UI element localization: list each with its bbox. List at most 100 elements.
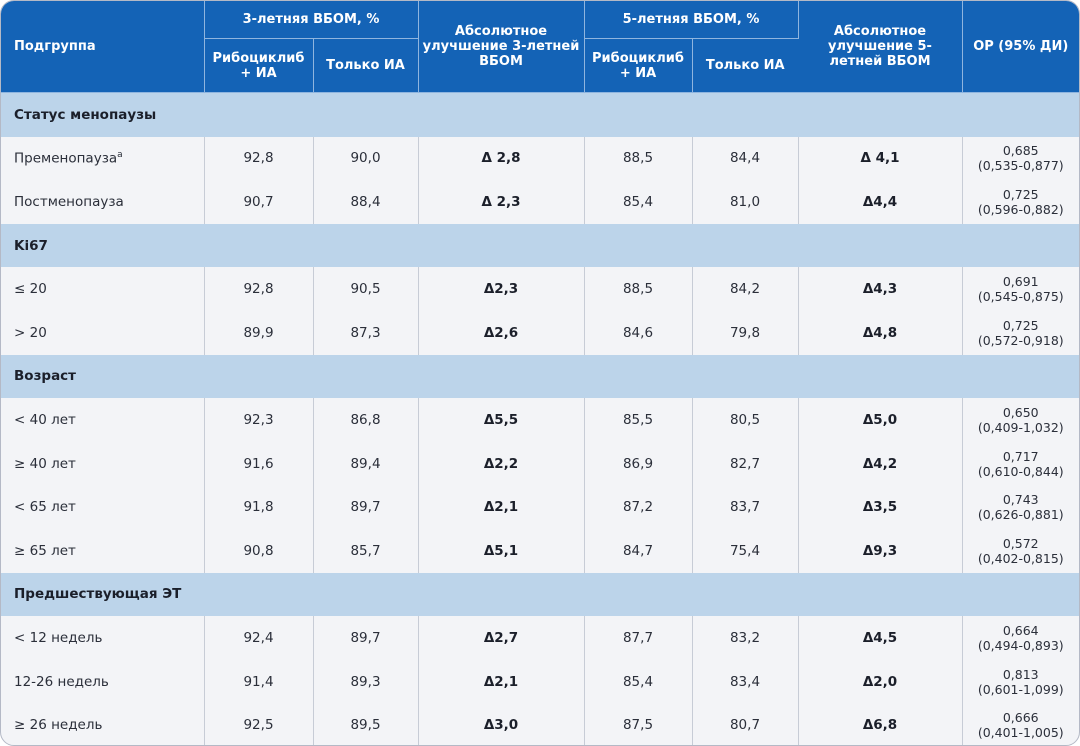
confidence-interval: (0,572-0,918) [977, 332, 1064, 348]
table-row: ≤ 20 92,8 90,5 Δ2,3 88,5 84,2 Δ4,3 0,691 (0,545-… [1, 267, 1079, 311]
header-ia-only-3yr: Только ИА [313, 38, 419, 93]
row-label-text: ≥ 40 лет [14, 455, 76, 472]
confidence-interval: (0,409-1,032) [977, 419, 1064, 435]
cell-ia-only-5yr: 83,4 [692, 659, 799, 704]
cell-abs-improvement-3yr: Δ5,5 [418, 398, 585, 442]
header-subgroup: Подгруппа [1, 1, 205, 93]
cell-abs-improvement-3yr: Δ 2,8 [418, 136, 585, 181]
table-row: < 12 недель 92,4 89,7 Δ2,7 87,7 83,2 Δ4,5 0,664… [1, 616, 1079, 660]
table-row: < 65 лет 91,8 89,7 Δ2,1 87,2 83,7 Δ3,5 0,743 (0,… [1, 485, 1079, 529]
cell-abs-improvement-5yr: Δ9,3 [798, 528, 963, 573]
row-label: 12-26 недель [1, 659, 205, 704]
hazard-ratio-value: 0,743 [1002, 492, 1039, 508]
header-ia-only-5yr: Только ИА [692, 38, 798, 93]
cell-ribociclib-5yr: 88,5 [584, 267, 693, 311]
row-label-text: ≥ 65 лет [14, 542, 76, 559]
cell-ia-only-3yr: 87,3 [313, 310, 419, 355]
hazard-ratio-value: 0,725 [1002, 317, 1039, 333]
cell-ribociclib-5yr: 87,2 [584, 485, 693, 529]
cell-abs-improvement-5yr: Δ5,0 [798, 398, 963, 442]
row-label-text: 12-26 недель [14, 673, 109, 690]
header-ribociclib-3yr: Рибоциклиб + ИА [204, 38, 314, 93]
hazard-ratio-value: 0,650 [1002, 404, 1039, 420]
cell-ribociclib-5yr: 84,6 [584, 310, 693, 355]
confidence-interval: (0,626-0,881) [977, 507, 1064, 523]
hazard-ratio-value: 0,572 [1002, 535, 1039, 551]
header-abs-improvement-5yr: Абсолютное улучшение 5-летней ВБОМ [798, 1, 963, 93]
row-label: Пременопаузаa [1, 136, 205, 181]
cell-ribociclib-3yr: 92,4 [204, 616, 314, 660]
table-row: > 20 89,9 87,3 Δ2,6 84,6 79,8 Δ4,8 0,725 (0,572-… [1, 310, 1079, 355]
cell-abs-improvement-5yr: Δ4,8 [798, 310, 963, 355]
footnote-marker: a [117, 150, 123, 161]
cell-ia-only-5yr: 75,4 [692, 528, 799, 573]
cell-hazard-ratio: 0,650 (0,409-1,032) [962, 398, 1079, 442]
section-title: Статус менопаузы [1, 92, 1079, 137]
hazard-ratio-value: 0,664 [1002, 622, 1039, 638]
confidence-interval: (0,535-0,877) [977, 158, 1064, 174]
cell-ia-only-3yr: 90,0 [313, 136, 419, 181]
row-label-text: ≤ 20 [14, 281, 47, 298]
cell-ia-only-3yr: 88,4 [313, 180, 419, 224]
confidence-interval: (0,402-0,815) [977, 550, 1064, 566]
header-hazard-ratio: ОР (95% ДИ) [962, 1, 1079, 93]
cell-ribociclib-3yr: 92,3 [204, 398, 314, 442]
cell-ribociclib-3yr: 92,8 [204, 136, 314, 181]
cell-abs-improvement-5yr: Δ4,2 [798, 441, 963, 486]
cell-ia-only-3yr: 85,7 [313, 528, 419, 573]
row-label-text: < 65 лет [14, 499, 76, 516]
row-label: ≥ 65 лет [1, 528, 205, 573]
table-row: 12-26 недель 91,4 89,3 Δ2,1 85,4 83,4 Δ2,0 0,81… [1, 659, 1079, 704]
row-label-text: ≥ 26 недель [14, 717, 103, 734]
cell-ribociclib-3yr: 92,8 [204, 267, 314, 311]
row-label-text: < 12 недель [14, 629, 103, 646]
table-row: ≥ 40 лет 91,6 89,4 Δ2,2 86,9 82,7 Δ4,2 0,717 (0,… [1, 441, 1079, 486]
cell-ribociclib-5yr: 88,5 [584, 136, 693, 181]
cell-hazard-ratio: 0,685 (0,535-0,877) [962, 137, 1079, 181]
section-title: Ki67 [1, 223, 1079, 268]
cell-abs-improvement-5yr: Δ3,5 [798, 485, 963, 529]
row-label-text: < 40 лет [14, 411, 76, 428]
confidence-interval: (0,401-1,005) [977, 725, 1064, 741]
cell-ribociclib-5yr: 85,4 [584, 659, 693, 704]
header-3yr-ibom: 3-летняя ВБОМ, % [204, 1, 419, 39]
header-5yr-ibom: 5-летняя ВБОМ, % [584, 1, 799, 39]
table-body: Статус менопаузы Пременопаузаa 92,8 90,0 Δ 2… [1, 92, 1079, 745]
cell-ia-only-5yr: 82,7 [692, 441, 799, 486]
cell-abs-improvement-5yr: Δ2,0 [798, 659, 963, 704]
table-row: < 40 лет 92,3 86,8 Δ5,5 85,5 80,5 Δ5,0 0,650 (0,… [1, 398, 1079, 442]
cell-ia-only-3yr: 86,8 [313, 398, 419, 442]
row-label: < 65 лет [1, 485, 205, 529]
cell-ribociclib-3yr: 90,7 [204, 180, 314, 224]
cell-abs-improvement-5yr: Δ4,4 [798, 180, 963, 224]
cell-hazard-ratio: 0,725 (0,596-0,882) [962, 180, 1079, 224]
cell-ia-only-5yr: 83,2 [692, 616, 799, 660]
confidence-interval: (0,601-1,099) [977, 681, 1064, 697]
cell-ribociclib-5yr: 86,9 [584, 441, 693, 486]
cell-abs-improvement-3yr: Δ2,3 [418, 267, 585, 311]
cell-ribociclib-5yr: 85,4 [584, 180, 693, 224]
cell-abs-improvement-3yr: Δ 2,3 [418, 180, 585, 224]
header-abs-improvement-3yr: Абсолютное улучшение 3-летней ВБОМ [418, 1, 585, 93]
cell-ribociclib-3yr: 92,5 [204, 703, 314, 745]
cell-hazard-ratio: 0,691 (0,545-0,875) [962, 267, 1079, 311]
cell-ia-only-3yr: 89,4 [313, 441, 419, 486]
cell-ia-only-3yr: 89,7 [313, 485, 419, 529]
cell-abs-improvement-3yr: Δ3,0 [418, 703, 585, 745]
row-label: Постменопауза [1, 180, 205, 224]
row-label-text: Постменопауза [14, 193, 124, 210]
confidence-interval: (0,545-0,875) [977, 289, 1064, 305]
cell-abs-improvement-3yr: Δ2,7 [418, 616, 585, 660]
cell-ia-only-3yr: 89,7 [313, 616, 419, 660]
section-header-row: Возраст [1, 354, 1079, 399]
cell-hazard-ratio: 0,664 (0,494-0,893) [962, 616, 1079, 660]
cell-abs-improvement-5yr: Δ6,8 [798, 703, 963, 745]
cell-abs-improvement-3yr: Δ2,1 [418, 659, 585, 704]
table-row: ≥ 26 недель 92,5 89,5 Δ3,0 87,5 80,7 Δ6,8 0,666… [1, 703, 1079, 745]
cell-ribociclib-5yr: 87,7 [584, 616, 693, 660]
section-header-row: Статус менопаузы [1, 92, 1079, 137]
section-title: Предшествующая ЭТ [1, 572, 1079, 617]
cell-ia-only-5yr: 84,4 [692, 136, 799, 181]
